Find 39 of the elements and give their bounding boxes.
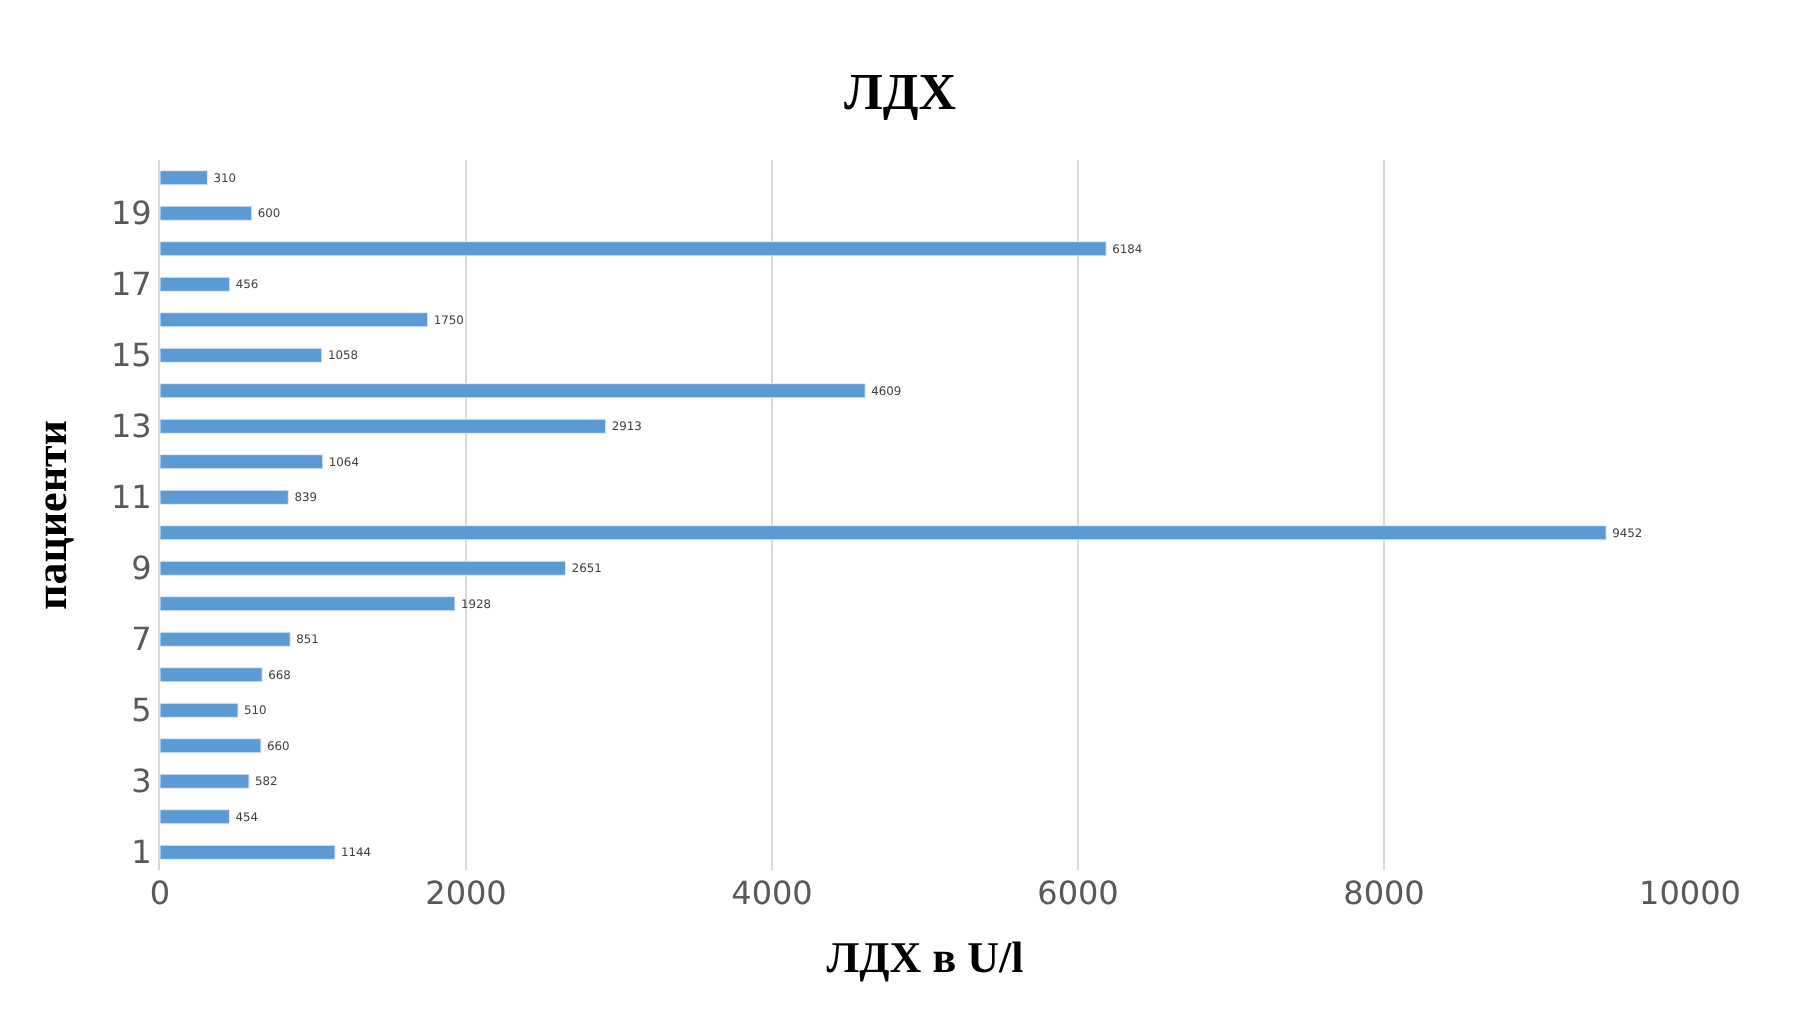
bar <box>160 773 250 789</box>
bar <box>160 667 263 683</box>
bar <box>160 738 262 754</box>
bar <box>160 631 291 647</box>
bar <box>160 844 336 860</box>
bar <box>160 454 324 470</box>
x-axis-title: ЛДХ в U/l <box>826 931 1024 982</box>
y-tick-label: 7 <box>131 620 152 659</box>
x-tick-label: 8000 <box>1343 874 1425 912</box>
y-tick-label: 13 <box>110 407 152 446</box>
bar <box>160 560 567 576</box>
bar <box>160 702 239 718</box>
y-tick-label: 11 <box>110 478 152 517</box>
y-axis-title: пациенти <box>26 419 77 610</box>
bar <box>160 489 289 505</box>
bar <box>160 347 323 363</box>
y-tick-label: 5 <box>131 691 152 730</box>
bar <box>160 312 429 328</box>
bar <box>160 418 607 434</box>
bar <box>160 205 253 221</box>
x-tick-label: 0 <box>149 874 171 912</box>
x-tick-label: 10000 <box>1639 874 1741 912</box>
y-tick-label: 15 <box>110 336 152 375</box>
chart-title: ЛДХ <box>843 62 957 121</box>
x-tick-label: 2000 <box>425 874 507 912</box>
bar <box>160 276 231 292</box>
x-tick-label: 6000 <box>1037 874 1119 912</box>
bar <box>160 170 208 186</box>
bar <box>160 525 1607 541</box>
y-tick-label: 19 <box>110 194 152 233</box>
y-tick-label: 9 <box>131 549 152 588</box>
y-tick-label: 17 <box>110 265 152 304</box>
bar <box>160 809 230 825</box>
bar <box>160 241 1107 257</box>
bar <box>160 383 866 399</box>
y-tick-label: 1 <box>131 833 152 872</box>
x-tick-label: 4000 <box>731 874 813 912</box>
bar <box>160 596 456 612</box>
y-tick-label: 3 <box>131 762 152 801</box>
